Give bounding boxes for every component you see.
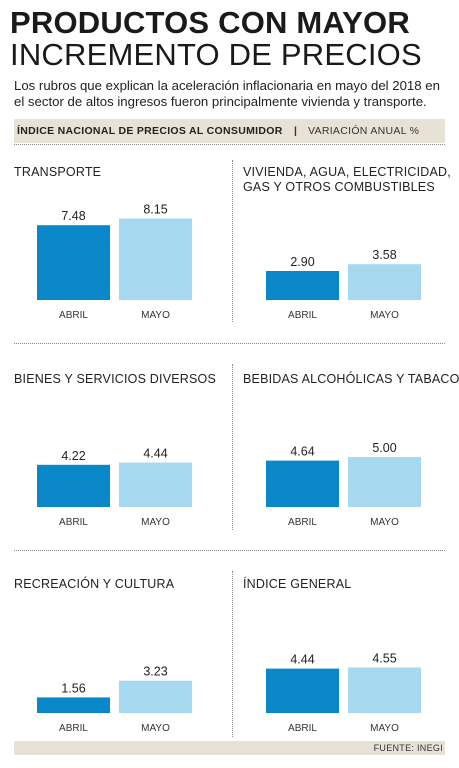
- bar-abril: [266, 668, 339, 713]
- category-label: MAYO: [141, 517, 170, 528]
- chart-panel-6: ÍNDICE GENERAL 4.44 ABRIL 4.55 MAYO: [243, 576, 421, 734]
- value-label: 4.55: [372, 652, 396, 666]
- category-label: ABRIL: [59, 517, 88, 528]
- divider-vertical-row2: [232, 364, 233, 530]
- header-index-label: ÍNDICE NACIONAL DE PRECIOS AL CONSUMIDOR: [17, 125, 283, 137]
- bar-abril: [37, 697, 110, 713]
- category-label: ABRIL: [59, 723, 88, 734]
- title-line-1: PRODUCTOS CON MAYOR: [10, 5, 410, 40]
- header-separator: |: [294, 125, 297, 137]
- bar-mayo: [348, 667, 421, 713]
- value-label: 1.56: [61, 681, 85, 695]
- chart-title: BEBIDAS ALCOHÓLICAS Y TABACO: [243, 371, 459, 386]
- chart-panel-1: TRANSPORTE 7.48 ABRIL 8.15 MAYO: [14, 165, 192, 321]
- chart-panel-2: VIVIENDA, AGUA, ELECTRICIDAD,GAS Y OTROS…: [243, 165, 451, 321]
- category-label: ABRIL: [288, 723, 317, 734]
- title-line-2: INCREMENTO DE PRECIOS: [10, 37, 422, 72]
- category-label: ABRIL: [59, 310, 88, 321]
- bar-mayo: [348, 457, 421, 507]
- category-label: MAYO: [141, 310, 170, 321]
- bar-mayo: [119, 680, 192, 713]
- divider-vertical-row1: [232, 160, 233, 322]
- source-label: FUENTE: INEGI: [373, 743, 443, 753]
- footer-bar: FUENTE: INEGI: [14, 741, 445, 755]
- value-label: 3.58: [372, 248, 396, 262]
- divider-vertical-row3: [232, 571, 233, 737]
- chart-panel-5: RECREACIÓN Y CULTURA 1.56 ABRIL 3.23 MAYO: [14, 576, 192, 734]
- chart-panel-4: BEBIDAS ALCOHÓLICAS Y TABACO 4.64 ABRIL 5.0…: [243, 371, 459, 528]
- divider-top: [14, 144, 445, 145]
- value-label: 5.00: [372, 441, 396, 455]
- bar-abril: [37, 464, 110, 507]
- category-label: MAYO: [370, 310, 399, 321]
- value-label: 4.44: [290, 653, 314, 667]
- divider-row2-row3: [14, 550, 445, 551]
- chart-title: BIENES Y SERVICIOS DIVERSOS: [14, 372, 216, 386]
- header-unit-label: VARIACIÓN ANUAL %: [308, 125, 420, 137]
- header-bar: ÍNDICE NACIONAL DE PRECIOS AL CONSUMIDOR…: [14, 119, 445, 143]
- category-label: MAYO: [141, 723, 170, 734]
- bar-abril: [266, 271, 339, 300]
- bar-mayo: [119, 218, 192, 300]
- chart-title: VIVIENDA, AGUA, ELECTRICIDAD,: [243, 165, 451, 179]
- category-label: MAYO: [370, 517, 399, 528]
- value-label: 3.23: [143, 665, 167, 679]
- divider-row1-row2: [14, 343, 445, 344]
- category-label: MAYO: [370, 723, 399, 734]
- bar-abril: [266, 460, 339, 507]
- chart-panel-3: BIENES Y SERVICIOS DIVERSOS 4.22 ABRIL 4.44…: [14, 372, 216, 528]
- bar-mayo: [119, 462, 192, 507]
- chart-title: GAS Y OTROS COMBUSTIBLES: [243, 180, 435, 194]
- value-label: 7.48: [61, 209, 85, 223]
- category-label: ABRIL: [288, 517, 317, 528]
- value-label: 8.15: [143, 203, 167, 217]
- chart-title: ÍNDICE GENERAL: [243, 576, 351, 591]
- value-label: 2.90: [290, 255, 314, 269]
- value-label: 4.64: [290, 445, 314, 459]
- bar-mayo: [348, 264, 421, 300]
- value-label: 4.22: [61, 449, 85, 463]
- chart-title: TRANSPORTE: [14, 165, 101, 179]
- subtitle: Los rubros que explican la aceleración i…: [14, 78, 440, 109]
- category-label: ABRIL: [288, 310, 317, 321]
- bar-abril: [37, 225, 110, 300]
- value-label: 4.44: [143, 447, 167, 461]
- chart-title: RECREACIÓN Y CULTURA: [14, 576, 175, 591]
